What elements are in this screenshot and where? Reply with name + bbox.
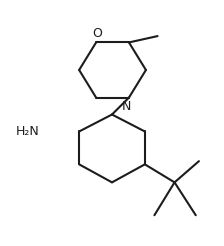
- Text: H₂N: H₂N: [16, 125, 40, 138]
- Text: N: N: [122, 100, 131, 113]
- Text: O: O: [92, 27, 102, 40]
